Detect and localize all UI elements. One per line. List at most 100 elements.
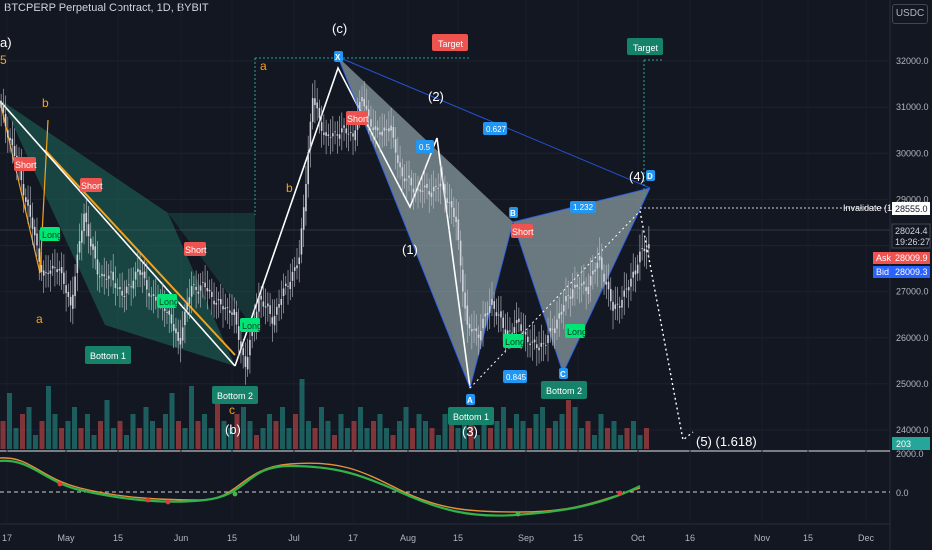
candle-body (491, 299, 493, 305)
ask-value: 28009.9 (895, 253, 928, 263)
candle-body (547, 335, 549, 344)
candle-body (4, 113, 7, 127)
candle-body (484, 313, 487, 317)
candle-body (69, 296, 72, 306)
candle-body (40, 265, 43, 273)
volume-bar (481, 414, 487, 449)
candle-body (329, 136, 332, 138)
volume-bar (442, 414, 448, 449)
candle-body (603, 273, 605, 282)
candle-body (609, 289, 612, 302)
candle-body (341, 128, 343, 133)
candle-body (231, 312, 233, 315)
candle-body (199, 285, 202, 291)
short-tag: Short (347, 114, 369, 124)
volume-bar (585, 421, 591, 449)
candle-body (11, 138, 14, 146)
candle-body (414, 191, 417, 194)
volume-bar (390, 435, 396, 449)
candle-body (195, 286, 197, 290)
candle-body (235, 312, 238, 325)
volume-bar (65, 421, 71, 449)
candle-body (553, 328, 556, 333)
osc-main-line (0, 459, 641, 517)
currency-button[interactable]: USDC (892, 4, 928, 24)
volume-bar (78, 428, 84, 449)
invalidate-value: 28555.0 (895, 204, 928, 214)
volume-bar (7, 393, 12, 449)
candle-body (33, 226, 36, 236)
candle-body (408, 175, 410, 178)
candle-body (406, 179, 408, 181)
volume-bar (137, 428, 142, 449)
wave-labels: a) 5 b a (c) a b c (b) (2) (1) (3) (4) (… (0, 21, 757, 449)
volume-bar (72, 407, 77, 449)
candle-body (49, 270, 52, 274)
volume-bar (364, 428, 370, 449)
candle-body (630, 278, 632, 287)
bid-value: 28009.3 (895, 267, 928, 277)
candle-body (616, 303, 619, 305)
wave-label: (b) (225, 422, 241, 437)
volume-bar (644, 428, 649, 449)
volume-bar (260, 428, 266, 449)
candle-body (224, 307, 227, 310)
volume-bar (33, 435, 38, 449)
price-tick-label: 25000.0 (896, 379, 929, 389)
candle-body (20, 166, 23, 181)
time-tick-label: 17 (2, 533, 12, 543)
candle-body (72, 294, 74, 309)
candle-body (56, 269, 58, 273)
volume-bar (514, 414, 519, 449)
candle-body (381, 131, 383, 136)
volume-bar (527, 428, 532, 449)
candle-body (504, 329, 507, 336)
bottom-tag: Bottom 2 (217, 391, 253, 401)
candle-body (9, 137, 11, 141)
candle-body (226, 307, 229, 308)
candle-body (7, 130, 9, 138)
long-tag: Long (159, 297, 179, 307)
projection-label: (5) (1.618) (696, 434, 757, 449)
time-tick-label: Nov (754, 533, 771, 543)
candle-body (428, 191, 431, 195)
candle-body (60, 267, 63, 274)
candle-body (605, 281, 608, 285)
wave-label: (c) (332, 21, 347, 36)
candle-body (439, 183, 442, 187)
volume-bar (598, 414, 604, 449)
time-tick-label: 16 (685, 533, 695, 543)
volume-bar (377, 414, 383, 449)
candle-body (466, 305, 469, 325)
candle-body (426, 183, 428, 188)
candle-body (291, 271, 294, 281)
volume-bar (13, 428, 19, 449)
candle-body (24, 197, 27, 202)
candle-body (83, 213, 85, 232)
candle-body (163, 308, 166, 311)
candle-body (128, 284, 130, 286)
time-tick-label: 15 (573, 533, 583, 543)
price-tick-label: 30000.0 (896, 148, 929, 158)
wave-label: b (286, 181, 293, 195)
candle-body (116, 287, 119, 289)
candle-body (531, 341, 534, 343)
candle-body (365, 105, 368, 110)
candle-body (38, 248, 41, 262)
candle-body (486, 312, 489, 315)
time-axis[interactable]: 17 May 15 Jun 15 Jul 17 Aug 15 Sep 15 Oct 16 Nov 15 Dec (2, 533, 875, 543)
osc-dot (232, 491, 238, 497)
candle-body (141, 272, 144, 275)
candle-body (468, 323, 471, 329)
osc-dot (145, 497, 151, 503)
candle-body (571, 289, 574, 299)
short-tag: Short (15, 160, 37, 170)
candle-body (497, 314, 500, 316)
candle-body (446, 198, 448, 203)
candle-body (345, 128, 348, 134)
candle-body (421, 190, 424, 192)
candle-body (76, 254, 79, 273)
ratio-label: 0.627 (486, 125, 507, 134)
candle-body (137, 268, 139, 272)
